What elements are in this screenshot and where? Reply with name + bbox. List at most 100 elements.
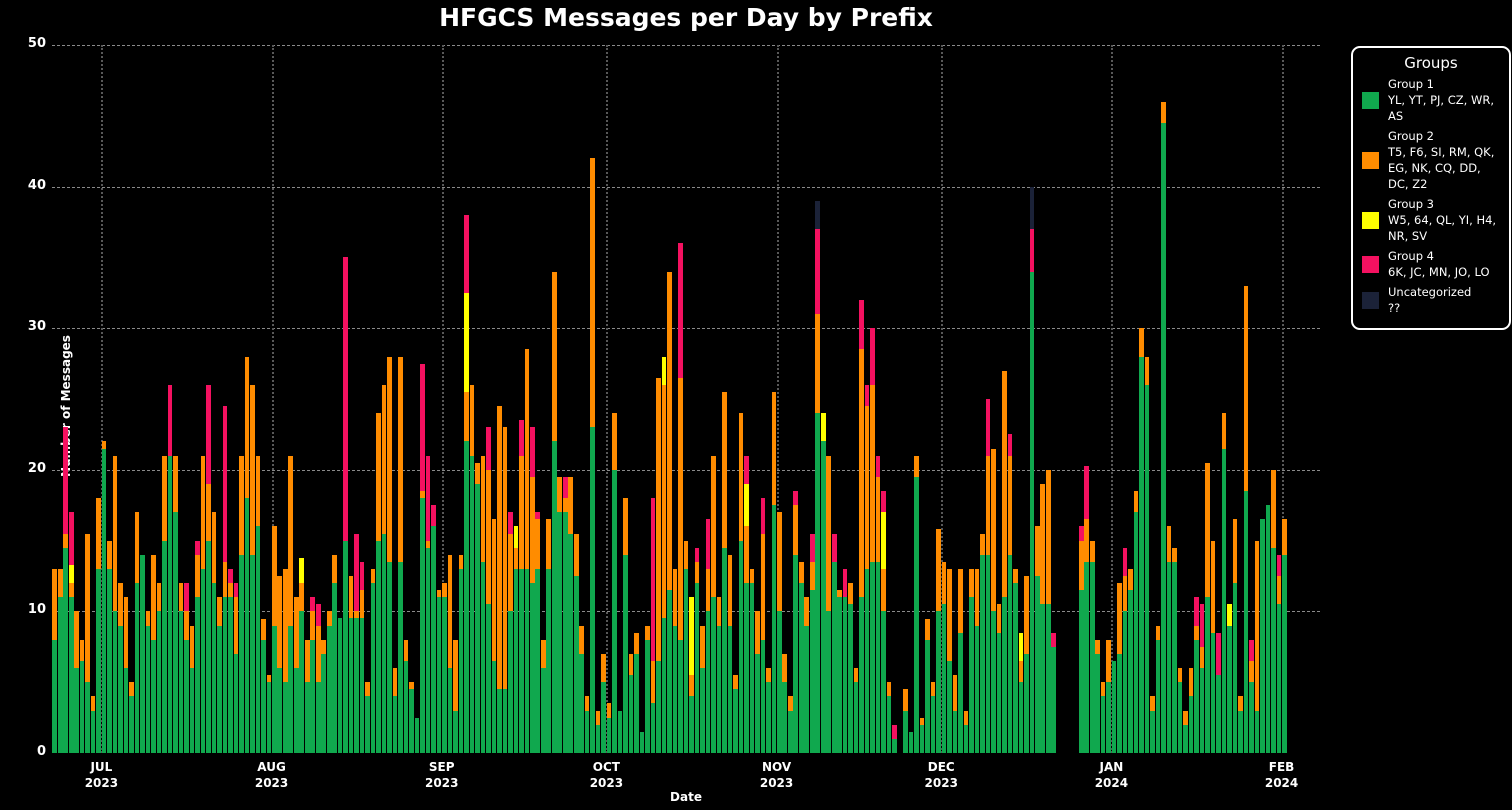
bar-segment-group-1 xyxy=(145,625,151,753)
bar-segment-group-1 xyxy=(1095,653,1100,753)
bar-segment-group-3 xyxy=(464,292,469,392)
bar-segment-group-1 xyxy=(540,668,546,753)
bar-segment-group-2 xyxy=(513,547,519,569)
x-tick-label: NOV 2023 xyxy=(737,759,817,791)
bar-segment-group-2 xyxy=(919,717,925,725)
bar-segment-group-4 xyxy=(519,420,524,456)
bar-segment-group-1 xyxy=(848,604,853,753)
bar-segment-group-2 xyxy=(1177,668,1183,683)
bar-segment-group-1 xyxy=(777,611,782,753)
bar-segment-group-4 xyxy=(1007,434,1013,456)
bar-segment-group-1 xyxy=(1194,639,1199,753)
bar-segment-group-1 xyxy=(1128,590,1133,753)
bar-segment-group-2 xyxy=(656,377,661,661)
gridline-horizontal xyxy=(52,469,1320,471)
bar-segment-group-1 xyxy=(590,427,595,753)
bar-segment-group-1 xyxy=(57,597,63,753)
bar-segment-group-1 xyxy=(595,724,601,753)
bar-segment-group-2 xyxy=(453,639,458,711)
bar-segment-group-1 xyxy=(200,568,206,753)
bar-segment-group-1 xyxy=(1078,590,1084,753)
bar-segment-group-1 xyxy=(502,689,508,753)
bar-segment-group-1 xyxy=(815,413,821,753)
bar-segment-group-2 xyxy=(837,590,842,598)
gridline-vertical xyxy=(101,45,104,753)
bar-segment-group-2 xyxy=(107,540,112,569)
x-tick-year: 2024 xyxy=(1264,776,1299,790)
bar-segment-group-2 xyxy=(272,526,277,626)
bar-segment-group-2 xyxy=(1155,625,1161,640)
bar-segment-group-1 xyxy=(886,696,892,753)
x-tick-month: JAN xyxy=(1099,760,1124,774)
bar-segment-group-2 xyxy=(156,583,162,612)
bar-segment-group-1 xyxy=(1111,660,1117,753)
bar-segment-group-2 xyxy=(584,696,590,711)
bar-segment-group-2 xyxy=(370,568,376,584)
bar-segment-group-2 xyxy=(1018,660,1024,683)
bar-segment-group-2 xyxy=(787,696,793,711)
y-tick-label: 50 xyxy=(27,36,46,51)
legend-entry: Group 1 YL, YT, PJ, CZ, WR, AS xyxy=(1362,76,1500,124)
bar-segment-group-1 xyxy=(650,703,656,753)
bar-segment-group-2 xyxy=(1254,540,1260,711)
x-tick-year: 2024 xyxy=(1094,776,1129,790)
bar-segment-group-1 xyxy=(475,483,480,753)
bar-segment-group-2 xyxy=(804,597,810,626)
bar-segment-group-2 xyxy=(178,583,184,612)
bar-segment-group-2 xyxy=(1271,469,1276,548)
bar-segment-group-2 xyxy=(716,597,722,626)
bar-segment-group-2 xyxy=(79,639,85,661)
x-tick-year: 2023 xyxy=(84,776,119,790)
bar-segment-group-4 xyxy=(486,427,491,470)
bar-segment-group-1 xyxy=(96,568,101,753)
bar-segment-group-1 xyxy=(1117,653,1122,753)
bar-segment-group-2 xyxy=(436,590,442,598)
bar-segment-group-1 xyxy=(1227,625,1232,753)
bar-segment-group-2 xyxy=(392,668,398,697)
x-tick-month: DEC xyxy=(927,760,955,774)
bar-segment-group-1 xyxy=(1035,576,1040,753)
bar-segment-group-4 xyxy=(1122,547,1128,576)
bar-segment-group-1 xyxy=(376,540,381,753)
bar-segment-group-1 xyxy=(425,547,431,753)
bar-segment-group-2 xyxy=(1166,526,1172,562)
bar-segment-group-1 xyxy=(744,583,749,753)
bar-segment-group-1 xyxy=(222,597,228,753)
bar-segment-group-2 xyxy=(200,455,206,569)
bar-segment-group-1 xyxy=(398,561,403,753)
bar-segment-group-1 xyxy=(749,583,755,753)
bar-segment-group-1 xyxy=(1205,597,1210,753)
bar-segment-group-1 xyxy=(513,568,519,753)
bar-segment-group-1 xyxy=(919,724,925,753)
bar-segment-group-1 xyxy=(535,568,541,753)
bar-segment-group-2 xyxy=(722,391,727,548)
bar-segment-group-1 xyxy=(436,597,442,753)
bar-segment-group-1 xyxy=(491,660,497,753)
bar-segment-group-1 xyxy=(1161,122,1166,753)
bar-segment-group-1 xyxy=(1040,604,1046,753)
bar-segment-group-2 xyxy=(189,625,195,669)
bar-segment-group-1 xyxy=(881,611,886,753)
bar-segment-group-1 xyxy=(617,710,623,753)
bar-segment-group-4 xyxy=(425,455,431,541)
bar-segment-group-4 xyxy=(359,561,365,591)
bar-segment-group-1 xyxy=(486,604,491,753)
bar-segment-group-4 xyxy=(1194,597,1199,626)
bar-segment-group-1 xyxy=(189,668,195,753)
bar-segment-group-1 xyxy=(1133,512,1139,753)
bar-segment-group-2 xyxy=(1199,646,1205,669)
bar-segment-group-2 xyxy=(903,689,908,711)
bar-segment-group-4 xyxy=(228,568,233,584)
bar-segment-group-1 xyxy=(519,568,524,753)
bar-segment-group-2 xyxy=(195,554,200,598)
x-tick-year: 2023 xyxy=(425,776,459,790)
bar-segment-group-2 xyxy=(326,611,332,626)
bar-segment-group-1 xyxy=(771,505,777,753)
bar-segment-group-1 xyxy=(1216,675,1221,753)
bar-segment-group-1 xyxy=(508,611,513,753)
bar-segment-group-2 xyxy=(403,639,409,661)
bar-segment-uncategorized xyxy=(1029,186,1035,230)
bar-segment-group-2 xyxy=(1040,483,1046,605)
bar-segment-group-1 xyxy=(343,540,348,753)
bar-segment-group-1 xyxy=(392,696,398,753)
